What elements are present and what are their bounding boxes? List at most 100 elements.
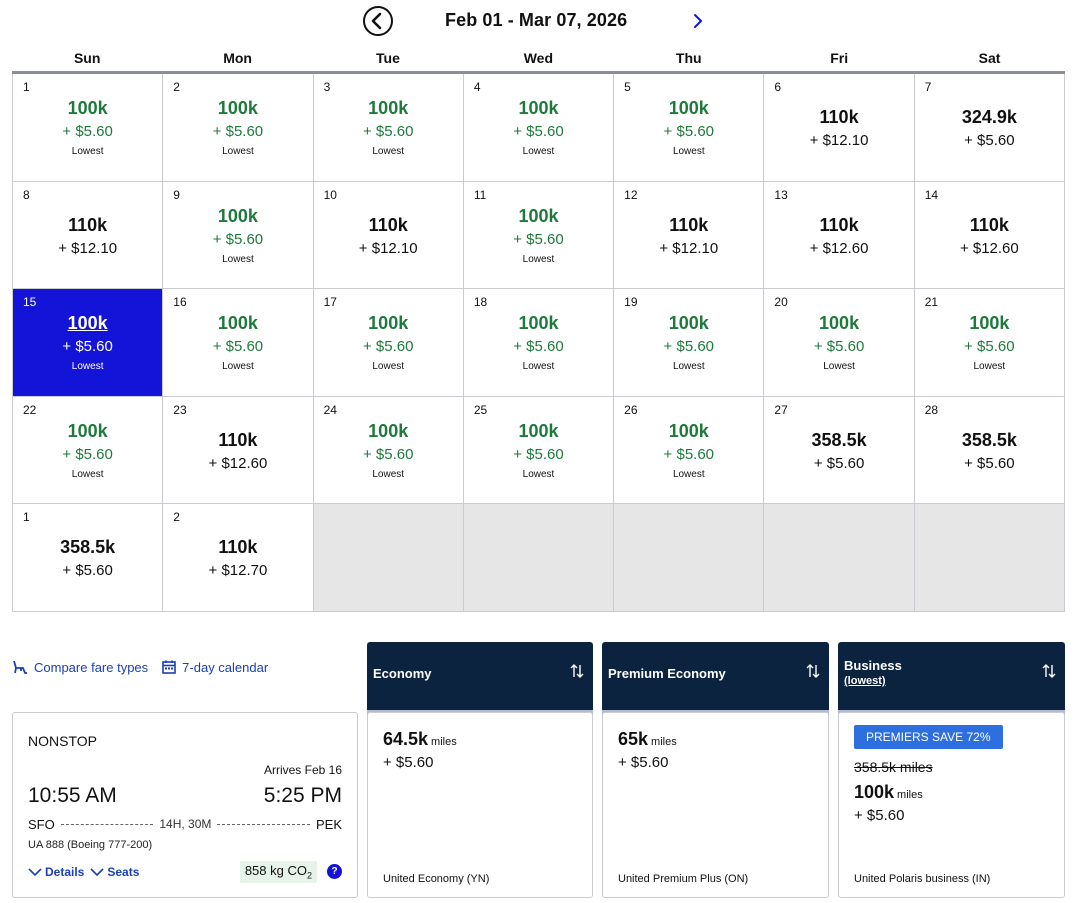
calendar-day-cell[interactable]: 2 110k + $12.70	[163, 504, 314, 612]
calendar-day-cell[interactable]: 19 100k + $5.60 Lowest	[614, 289, 765, 397]
nonstop-label: NONSTOP	[28, 733, 97, 749]
dow-sat: Sat	[978, 50, 1001, 66]
calendar-day-cell[interactable]: 13 110k + $12.60	[764, 181, 915, 290]
route-dash-left	[60, 823, 154, 825]
day-tax-price: + $5.60	[964, 132, 1015, 149]
lowest-label: Lowest	[522, 253, 555, 265]
calendar-day-cell[interactable]: 6 110k + $12.10	[764, 74, 915, 182]
day-tax-price: + $5.60	[964, 338, 1015, 356]
day-miles-price: 100k	[368, 313, 409, 334]
economy-miles-value: 64.5k	[383, 729, 429, 749]
day-number: 8	[23, 187, 30, 202]
calendar-day-cell[interactable]: 14 110k + $12.60	[914, 181, 1065, 290]
premium-economy-miles: 65k miles	[618, 729, 677, 750]
flight-summary-card: NONSTOP Arrives Feb 16 10:55 AM 5:25 PM …	[12, 712, 358, 898]
business-header-label: Business	[844, 658, 902, 673]
calendar-day-cell[interactable]: 2 100k + $5.60 Lowest	[163, 74, 314, 182]
business-fare-card[interactable]: PREMIERS SAVE 72% 358.5k miles 100k miles…	[838, 712, 1065, 898]
next-month-button[interactable]	[688, 8, 710, 34]
lowest-label: Lowest	[71, 146, 104, 157]
day-number: 1	[23, 510, 30, 525]
calendar-day-cell[interactable]: 1 358.5k + $5.60	[13, 504, 164, 612]
economy-column-header[interactable]: Economy	[367, 642, 593, 716]
seats-toggle[interactable]: Seats	[90, 865, 139, 879]
day-number: 2	[173, 510, 180, 525]
day-number: 25	[473, 402, 488, 417]
calendar-day-cell[interactable]: 3 100k + $5.60 Lowest	[313, 74, 464, 182]
day-tax-price: + $12.10	[809, 132, 869, 149]
calendar-empty-cell	[614, 504, 765, 612]
seven-day-calendar-link[interactable]: 7-day calendar	[162, 660, 268, 675]
flight-duration: 14H, 30M	[159, 817, 212, 831]
day-tax-price: + $5.60	[663, 123, 715, 140]
day-number: 19	[624, 295, 638, 310]
premiers-save-badge: PREMIERS SAVE 72%	[854, 725, 1003, 749]
details-toggle[interactable]: Details	[28, 865, 84, 879]
calendar-day-cell[interactable]: 16 100k + $5.60 Lowest	[163, 289, 314, 397]
premium-economy-column-header[interactable]: Premium Economy	[602, 642, 829, 716]
seven-day-calendar-label: 7-day calendar	[182, 659, 269, 675]
day-number: 11	[473, 187, 487, 202]
day-miles-price: 100k	[518, 98, 559, 118]
calendar-day-cell[interactable]: 7 324.9k + $5.60	[914, 74, 1065, 182]
premium-economy-fare-card[interactable]: 65k miles + $5.60 United Premium Plus (ON…	[602, 712, 829, 898]
calendar-day-cell[interactable]: 17 100k + $5.60 Lowest	[313, 289, 464, 397]
economy-tax: + $5.60	[383, 754, 434, 771]
chevron-down-icon	[90, 868, 104, 877]
calendar-day-cell-selected[interactable]: 15 100k + $5.60 Lowest	[13, 289, 164, 397]
day-miles-price: 100k	[518, 313, 559, 334]
lowest-label: Lowest	[372, 146, 405, 157]
calendar-day-cell[interactable]: 22 100k + $5.60 Lowest	[13, 396, 164, 505]
lowest-label: Lowest	[672, 146, 705, 157]
origin-code: SFO	[28, 816, 55, 832]
calendar-day-cell[interactable]: 20 100k + $5.60 Lowest	[764, 289, 915, 397]
business-header-sub: (lowest)	[844, 675, 886, 687]
route-dash-right	[217, 823, 310, 825]
day-miles-price: 100k	[217, 205, 258, 226]
business-column-header[interactable]: Business (lowest)	[838, 642, 1065, 716]
day-number: 16	[173, 295, 187, 310]
calendar-day-cell[interactable]: 26 100k + $5.60 Lowest	[614, 396, 765, 505]
calendar-day-cell[interactable]: 28 358.5k + $5.60	[914, 396, 1065, 505]
calendar-day-cell[interactable]: 25 100k + $5.60 Lowest	[463, 396, 615, 505]
chevron-right-icon	[694, 14, 702, 28]
seat-icon	[13, 660, 27, 674]
day-miles-price: 110k	[669, 214, 709, 235]
calendar-day-cell[interactable]: 8 110k + $12.10	[13, 181, 164, 290]
calendar-day-cell[interactable]: 21 100k + $5.60 Lowest	[914, 289, 1065, 397]
dow-wed: Wed	[523, 50, 554, 66]
calendar-day-cell[interactable]: 10 110k + $12.10	[313, 181, 464, 290]
day-miles-price: 358.5k	[60, 537, 116, 558]
compare-fare-types-link[interactable]: Compare fare types	[12, 660, 148, 675]
day-tax-price: + $12.10	[58, 239, 118, 257]
calendar-day-cell[interactable]: 23 110k + $12.60	[163, 396, 314, 505]
calendar-day-cell[interactable]: 9 100k + $5.60 Lowest	[163, 181, 314, 290]
calendar-day-cell[interactable]: 18 100k + $5.60 Lowest	[463, 289, 615, 397]
calendar-day-cell[interactable]: 1 100k + $5.60 Lowest	[13, 74, 164, 182]
date-range-title: Feb 01 - Mar 07, 2026	[445, 10, 628, 30]
day-miles-price: 100k	[217, 313, 258, 334]
lowest-label: Lowest	[372, 468, 405, 480]
dow-tue: Tue	[376, 50, 400, 66]
day-miles-price: 110k	[218, 429, 258, 450]
calendar-day-cell[interactable]: 24 100k + $5.60 Lowest	[313, 396, 464, 505]
day-miles-price: 100k	[668, 420, 709, 441]
route-line: SFO 14H, 30M PEK	[28, 816, 342, 832]
calendar-day-cell[interactable]: 5 100k + $5.60 Lowest	[614, 74, 765, 182]
previous-month-button[interactable]	[363, 6, 393, 36]
calendar-day-cell[interactable]: 4 100k + $5.60 Lowest	[463, 74, 615, 182]
day-tax-price: + $12.10	[358, 239, 418, 257]
day-miles-price: 100k	[668, 98, 709, 118]
chevron-left-icon	[371, 12, 382, 30]
day-tax-price: + $5.60	[513, 123, 564, 140]
co2-subscript: 2	[306, 870, 312, 881]
calendar-day-cell[interactable]: 12 110k + $12.10	[614, 181, 765, 290]
co2-help-icon[interactable]: ?	[327, 864, 342, 879]
calendar-day-cell[interactable]: 27 358.5k + $5.60	[764, 396, 915, 505]
day-number: 27	[774, 402, 788, 417]
day-tax-price: + $5.60	[62, 445, 113, 463]
day-number: 14	[924, 187, 939, 202]
economy-fare-card[interactable]: 64.5k miles + $5.60 United Economy (YN)	[367, 712, 593, 898]
calendar-day-cell[interactable]: 11 100k + $5.60 Lowest	[463, 181, 615, 290]
dow-mon: Mon	[223, 50, 252, 66]
